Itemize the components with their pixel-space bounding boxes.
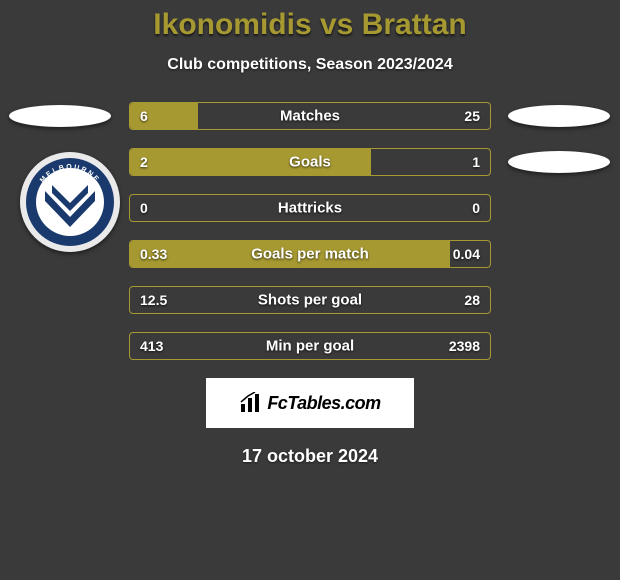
comparison-rows: MELBOURNE 6Matches252Goals10Hattricks00.… xyxy=(0,102,620,360)
subtitle: Club competitions, Season 2023/2024 xyxy=(0,56,620,74)
stat-left-value: 0.33 xyxy=(140,246,167,262)
stat-left-value: 2 xyxy=(140,154,148,170)
stat-left-value: 6 xyxy=(140,108,148,124)
stat-bar-goals-per-match: 0.33 Goals per match 0.04 xyxy=(129,240,491,268)
stat-bar-hattricks: 0 Hattricks 0 xyxy=(129,194,491,222)
stat-right-value: 1 xyxy=(472,154,480,170)
stat-row-goals: 2 Goals 1 xyxy=(0,148,620,176)
stat-right-value: 25 xyxy=(464,108,480,124)
chart-icon xyxy=(239,392,261,414)
stat-left-value: 0 xyxy=(140,200,148,216)
stat-row-hattricks: 0 Hattricks 0 xyxy=(0,194,620,222)
avatar-right-2 xyxy=(508,151,610,173)
stat-label: Matches xyxy=(280,108,340,125)
stat-row-shots-per-goal: 12.5 Shots per goal 28 xyxy=(0,286,620,314)
stat-label: Min per goal xyxy=(266,338,354,355)
stat-row-matches: 6 Matches 25 xyxy=(0,102,620,130)
stat-row-goals-per-match: 0.33 Goals per match 0.04 xyxy=(0,240,620,268)
stat-right-value: 0.04 xyxy=(453,246,480,262)
stat-label: Goals per match xyxy=(251,246,369,263)
date-label: 17 october 2024 xyxy=(0,446,620,467)
stat-bar-matches: 6 Matches 25 xyxy=(129,102,491,130)
avatar-left xyxy=(9,105,111,127)
stat-bar-min-per-goal: 413 Min per goal 2398 xyxy=(129,332,491,360)
stat-left-value: 12.5 xyxy=(140,292,167,308)
stat-right-value: 2398 xyxy=(449,338,480,354)
stat-label: Shots per goal xyxy=(258,292,362,309)
stat-right-value: 0 xyxy=(472,200,480,216)
stat-left-value: 413 xyxy=(140,338,163,354)
stat-bar-goals: 2 Goals 1 xyxy=(129,148,491,176)
stat-label: Hattricks xyxy=(278,200,342,217)
stat-bar-shots-per-goal: 12.5 Shots per goal 28 xyxy=(129,286,491,314)
stat-label: Goals xyxy=(289,154,331,171)
branding-badge[interactable]: FcTables.com xyxy=(206,378,414,428)
stat-fill xyxy=(130,149,371,175)
stat-right-value: 28 xyxy=(464,292,480,308)
avatar-right xyxy=(508,105,610,127)
stat-row-min-per-goal: 413 Min per goal 2398 xyxy=(0,332,620,360)
branding-text: FcTables.com xyxy=(267,393,380,414)
page-title: Ikonomidis vs Brattan xyxy=(0,0,620,42)
